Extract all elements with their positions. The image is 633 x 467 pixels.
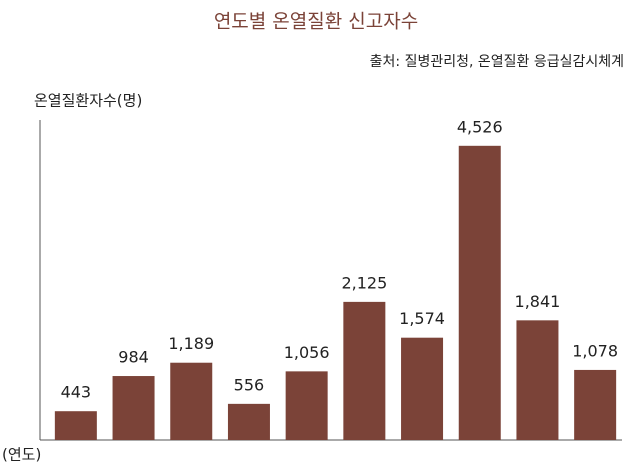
chart-subtitle: 출처: 질병관리청, 온열질환 응급실감시체계 [370,54,624,70]
bar [574,369,617,440]
data-label: 4,526 [457,117,503,136]
data-label: 1,841 [515,292,561,311]
data-label: 1,574 [399,309,445,328]
data-label: 1,189 [168,334,214,353]
bar [54,411,97,440]
data-label: 443 [61,383,92,402]
chart-title: 연도별 온열질환 신고자수 [214,11,418,33]
x-axis-label: (연도) [2,446,41,464]
data-label: 984 [118,348,149,367]
bar [516,320,559,440]
bar [458,145,501,440]
bar [285,371,328,440]
bar [112,376,155,440]
bar [343,301,386,440]
data-label: 1,056 [284,343,330,362]
data-label: 1,078 [572,341,618,360]
data-label: 2,125 [341,273,387,292]
data-label: 556 [234,375,265,394]
bar [170,362,213,440]
bar [401,337,444,440]
y-axis-label: 온열질환자수(명) [34,92,142,110]
bar [227,403,270,440]
